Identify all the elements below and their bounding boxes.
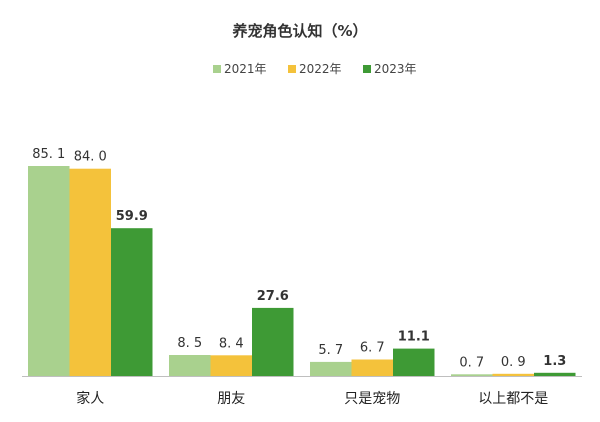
bar-2-0 <box>310 361 352 376</box>
legend-swatch-1 <box>288 65 296 73</box>
value-label-2-1: 6. 7 <box>360 341 385 356</box>
value-label-0-0: 85. 1 <box>32 147 65 162</box>
value-label-2-2: 11.1 <box>398 330 430 345</box>
legend-label-0: 2021年 <box>224 62 267 76</box>
bar-2-1 <box>351 359 393 376</box>
bar-3-2 <box>534 372 576 376</box>
legend-swatch-2 <box>363 65 371 73</box>
value-label-1-0: 8. 5 <box>177 336 202 351</box>
value-label-1-1: 8. 4 <box>219 336 244 351</box>
category-labels: 家人 朋友 只是宠物 以上都不是 <box>76 390 548 407</box>
value-labels: 85. 1 84. 0 59.9 8. 5 8. 4 27.6 5. 7 6. 7 11.1 0.… <box>32 147 566 370</box>
bar-3-0 <box>451 374 493 376</box>
bar-1-1 <box>210 355 252 376</box>
bar-0-0 <box>28 166 70 376</box>
bar-0-1 <box>69 168 111 376</box>
value-label-0-1: 84. 0 <box>74 150 107 165</box>
category-label-1: 朋友 <box>217 391 245 407</box>
value-label-0-2: 59.9 <box>116 209 148 224</box>
value-label-3-1: 0. 9 <box>501 355 526 370</box>
value-label-2-0: 5. 7 <box>318 343 343 358</box>
bar-2-2 <box>393 348 435 376</box>
bar-0-2 <box>111 228 153 376</box>
legend-swatch-0 <box>213 65 221 73</box>
legend-label-2: 2023年 <box>374 62 417 76</box>
value-label-1-2: 27.6 <box>257 289 289 304</box>
bars <box>28 166 576 376</box>
legend-label-1: 2022年 <box>299 62 342 76</box>
bar-1-2 <box>252 307 294 376</box>
category-label-0: 家人 <box>76 390 104 407</box>
chart-title: 养宠角色认知（%） <box>231 22 367 40</box>
category-label-3: 以上都不是 <box>478 391 548 407</box>
category-label-2: 只是宠物 <box>344 391 400 407</box>
legend: 2021年 2022年 2023年 <box>213 62 417 76</box>
value-label-3-2: 1.3 <box>543 354 566 369</box>
value-label-3-0: 0. 7 <box>459 355 484 370</box>
bar-3-1 <box>492 373 534 376</box>
bar-1-0 <box>169 355 211 376</box>
